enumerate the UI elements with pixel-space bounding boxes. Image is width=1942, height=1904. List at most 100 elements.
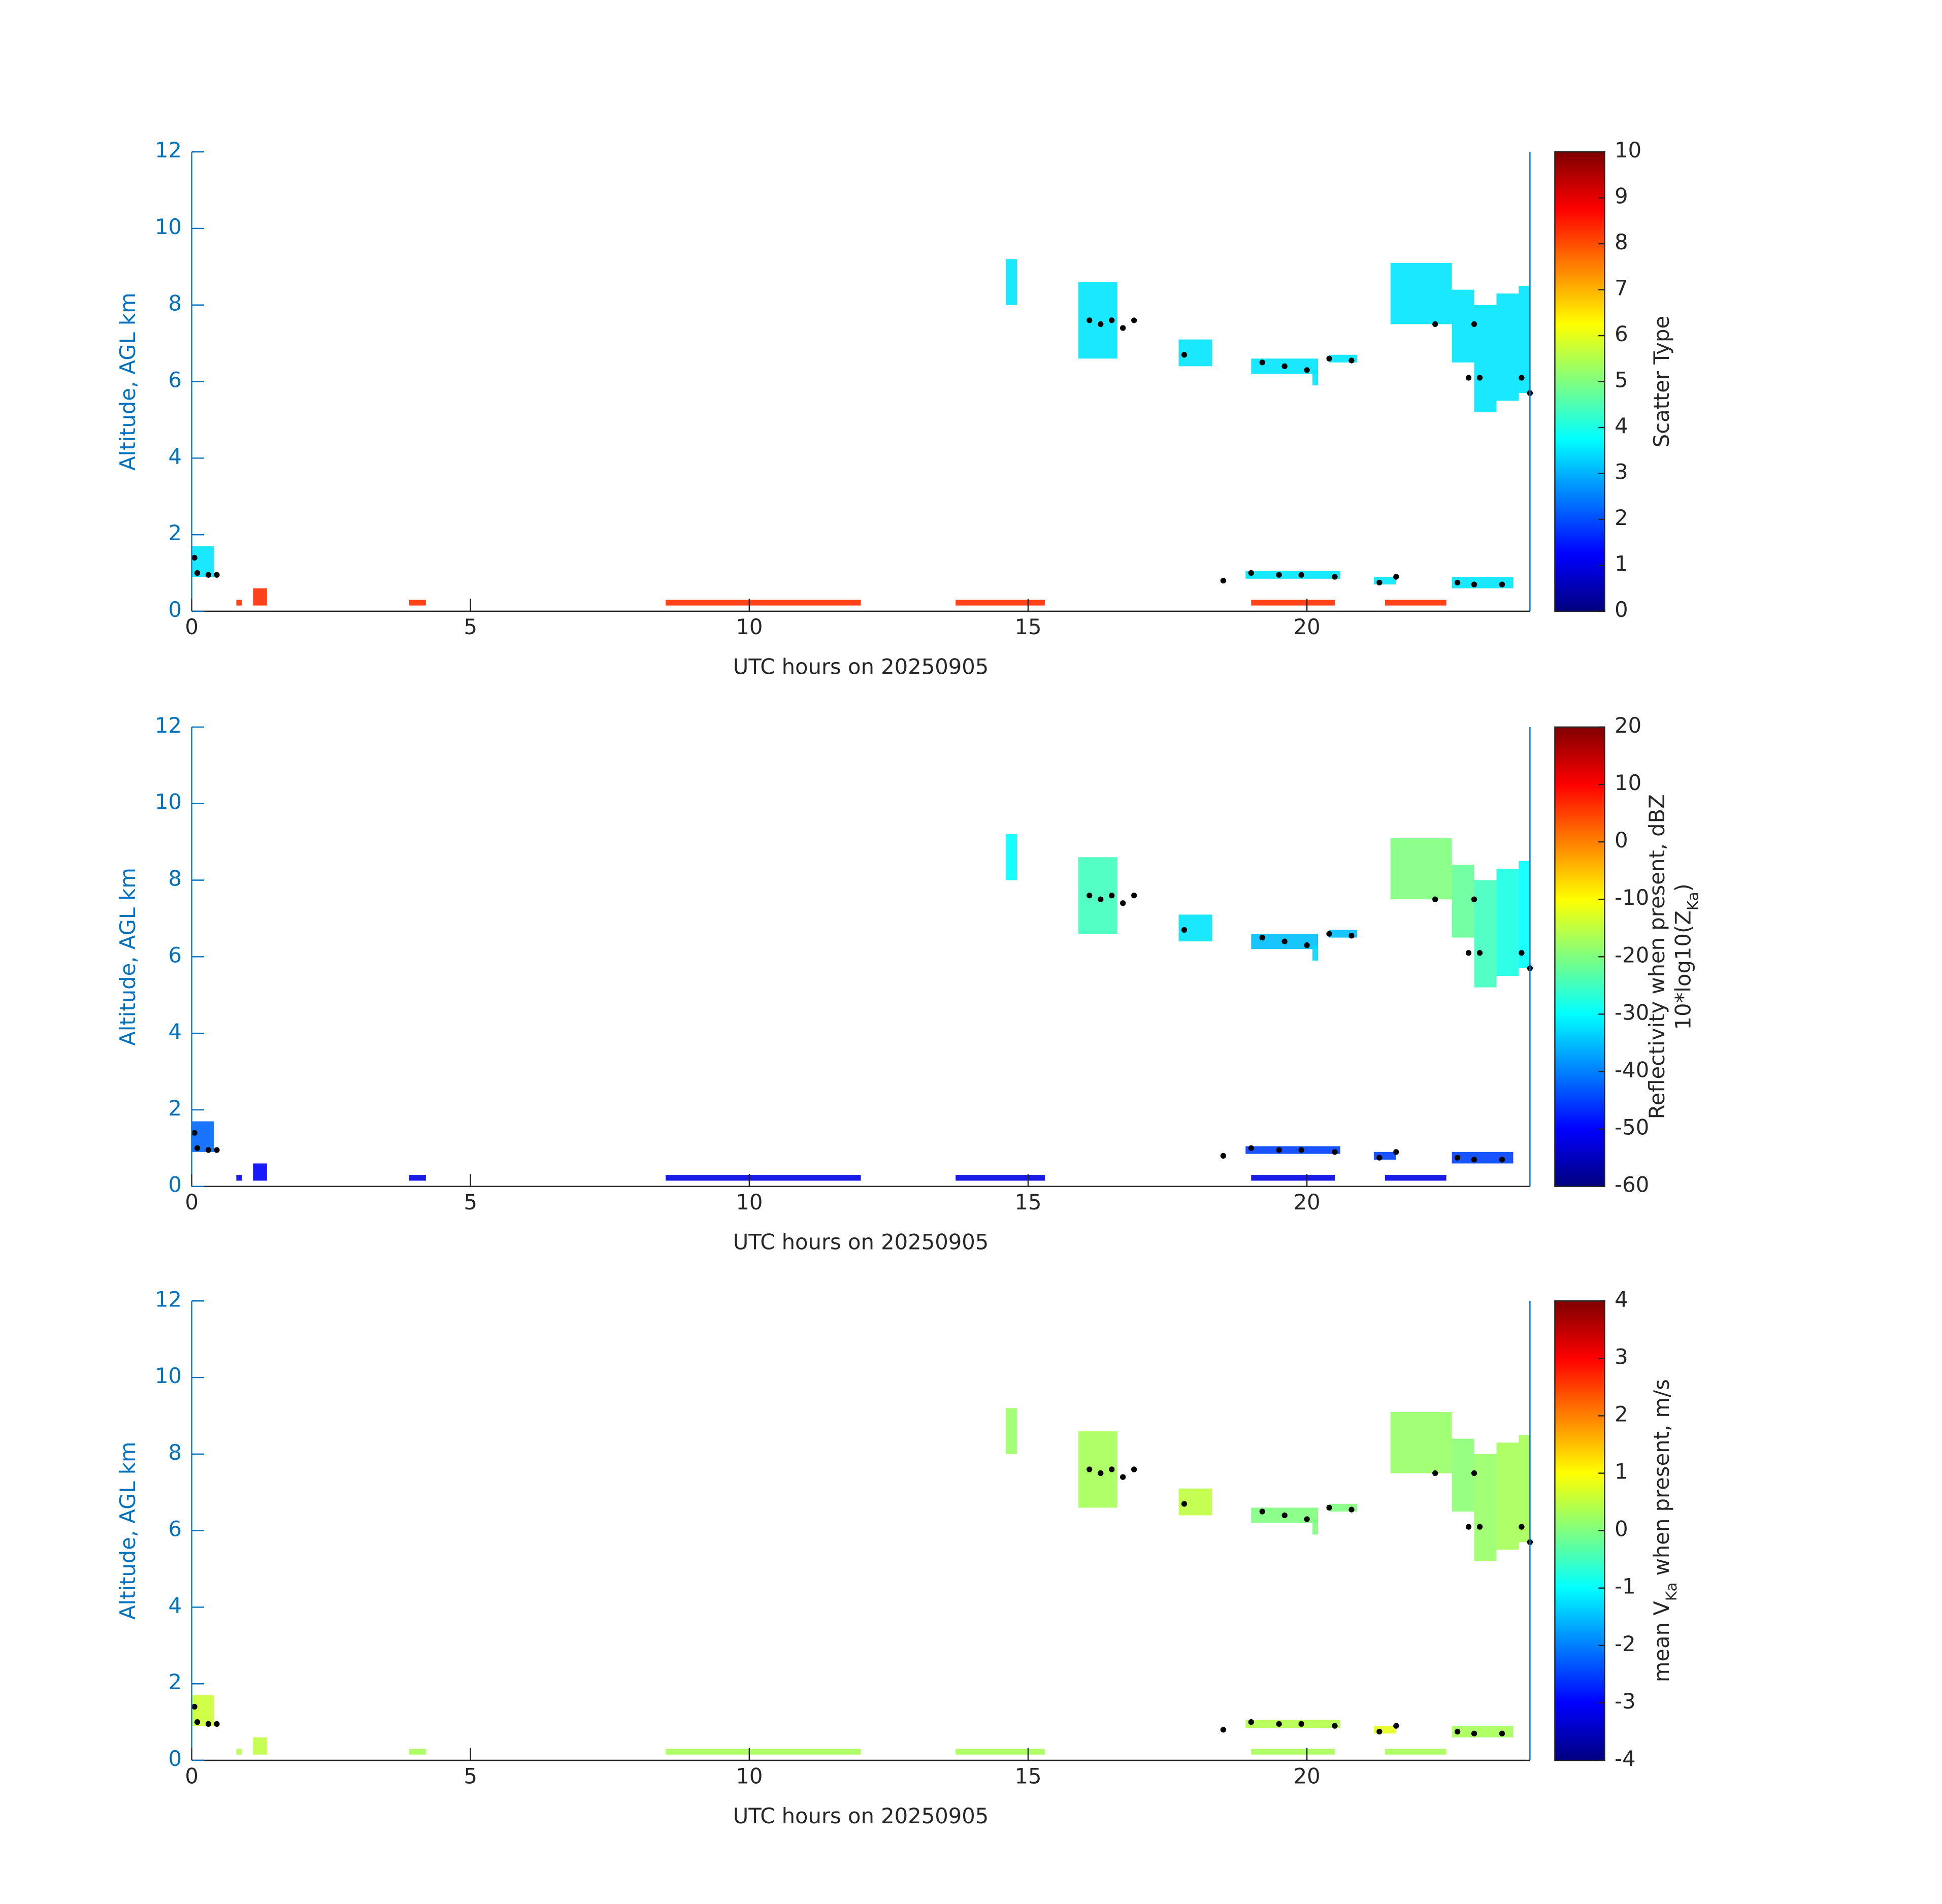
cloud-base-dot [1326, 355, 1332, 362]
radar-cell [1519, 861, 1530, 968]
cloud-base-dot [1120, 900, 1126, 906]
radar-cell [1452, 1438, 1474, 1512]
cloud-base-dot [1519, 1524, 1525, 1530]
colorbar-tick-label: 10 [1615, 770, 1641, 795]
x-tick-label: 0 [185, 1763, 199, 1788]
cloud-base-dot [1326, 931, 1332, 937]
colorbar-tick-label: 8 [1615, 229, 1628, 254]
cloud-base-dot [1181, 927, 1188, 933]
y-tick-label: 12 [155, 713, 182, 738]
cloud-base-dot [1298, 1147, 1304, 1153]
cloud-base-dot [1131, 893, 1137, 899]
colorbar-tick-label: 1 [1615, 1459, 1628, 1484]
colorbar-tick-label: 1 [1615, 551, 1628, 576]
x-tick-label: 5 [464, 1763, 477, 1788]
cloud-base-dot [1332, 1149, 1338, 1155]
radar-cell [1385, 600, 1446, 606]
radar-cell [1251, 1749, 1335, 1755]
cloud-base-dot [1332, 574, 1338, 580]
cloud-base-dot [1098, 1470, 1104, 1476]
cloud-base-dot [1519, 375, 1525, 381]
cloud-base-dot [1476, 1524, 1483, 1530]
cloud-base-dot [1471, 896, 1477, 902]
y-tick-label: 4 [168, 1593, 182, 1618]
x-tick-label: 10 [736, 1190, 763, 1214]
radar-cell [1312, 370, 1319, 386]
cloud-base-dot [205, 1721, 212, 1727]
x-tick-label: 10 [736, 1763, 763, 1788]
radar-cell [1519, 286, 1530, 393]
colorbar-tick-label: 10 [1615, 138, 1641, 162]
colorbar-tick-label: -30 [1615, 1000, 1649, 1025]
radar-cell [666, 600, 861, 606]
cloud-base-dot [1109, 893, 1115, 899]
radar-cell [409, 1749, 426, 1755]
radar-cell [1245, 571, 1341, 579]
radar-cell [1006, 259, 1017, 305]
colorbar-tick-label: 2 [1615, 505, 1628, 530]
cloud-base-dot [1465, 375, 1472, 381]
cloud-base-dot [1465, 950, 1472, 956]
cloud-base-dot [1471, 1730, 1477, 1736]
label-text: Scatter Type [1649, 316, 1674, 447]
label-text: when present, m/s [1649, 1379, 1674, 1582]
colorbar-tick-label: 0 [1615, 597, 1628, 622]
radar-cell [1312, 1519, 1319, 1535]
y-tick-label: 12 [155, 1287, 182, 1311]
radar-cell [253, 588, 267, 606]
radar-cell [253, 1737, 267, 1755]
y-tick-label: 6 [168, 1517, 182, 1541]
radar-cell [1390, 262, 1452, 324]
cloud-base-dot [1098, 896, 1104, 902]
radar-cell [1452, 865, 1474, 938]
cloud-base-dot [1131, 1466, 1137, 1472]
cloud-base-dot [1281, 1512, 1288, 1519]
label-text: mean V [1649, 1601, 1674, 1682]
radar-cell [1245, 1146, 1341, 1154]
y-tick-label: 4 [168, 444, 182, 469]
colorbar-tick-label: 7 [1615, 276, 1628, 301]
y-axis-label: Altitude, AGL km [115, 1441, 140, 1620]
cloud-base-dot [1332, 1723, 1338, 1729]
cloud-base-dot [1298, 572, 1304, 578]
cloud-base-dot [1276, 1147, 1282, 1153]
y-tick-label: 2 [168, 1669, 182, 1694]
cloud-base-dot [1499, 1157, 1505, 1163]
radar-cell [1452, 1726, 1513, 1737]
cloud-base-dot [1348, 1506, 1355, 1513]
radar-cell [1519, 1435, 1530, 1542]
y-tick-label: 10 [155, 214, 182, 239]
radar-cell [1245, 1720, 1341, 1728]
cloud-base-dot [1298, 1721, 1304, 1727]
cloud-base-dot [1432, 321, 1438, 327]
x-tick-label: 5 [464, 614, 477, 639]
radar-cell [666, 1175, 861, 1181]
radar-cell [1496, 868, 1519, 976]
x-tick-label: 20 [1294, 1190, 1321, 1214]
radar-cell [1251, 600, 1335, 606]
radar-cell [1474, 305, 1497, 412]
colorbar [1554, 151, 1605, 612]
radar-cell [236, 1175, 242, 1181]
radar-cell [409, 600, 426, 606]
colorbar-label: 10*log10(ZKa) [1671, 883, 1701, 1030]
y-axis-label: Altitude, AGL km [115, 292, 140, 471]
cloud-base-dot [1393, 574, 1399, 580]
cloud-base-dot [1455, 579, 1461, 586]
cloud-base-dot [1304, 942, 1310, 948]
cloud-base-dot [1109, 1466, 1115, 1472]
cloud-base-dot [1259, 359, 1265, 366]
x-tick-label: 20 [1294, 1763, 1321, 1788]
y-tick-label: 6 [168, 942, 182, 967]
colorbar-tick-label: 4 [1615, 413, 1628, 438]
y-tick-label: 10 [155, 790, 182, 814]
radar-cell [1496, 1442, 1519, 1550]
colorbar-label: Scatter Type [1649, 316, 1674, 447]
radar-cell [1390, 838, 1452, 900]
cloud-base-dot [1393, 1149, 1399, 1155]
colorbar-tick-label: 4 [1615, 1287, 1628, 1311]
colorbar-tick-label: 2 [1615, 1401, 1628, 1426]
